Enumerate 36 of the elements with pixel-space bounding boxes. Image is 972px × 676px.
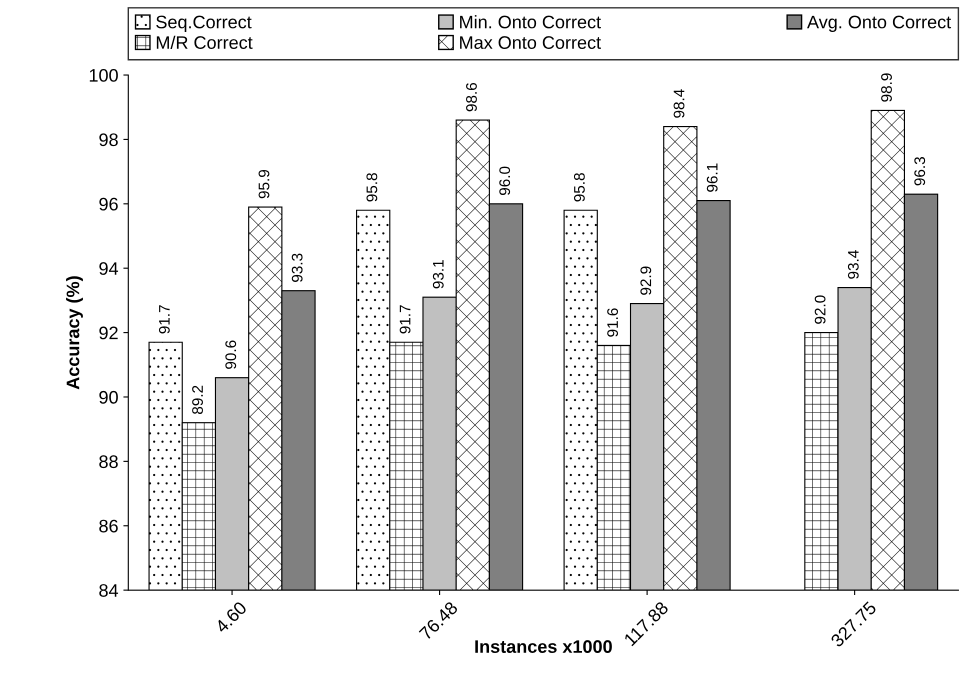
data-label: 91.6: [607, 308, 618, 337]
legend-label: Avg. Onto Correct: [807, 16, 952, 32]
data-label: 98.4: [674, 89, 684, 118]
legend-label: M/R Correct: [156, 36, 253, 49]
y-tick-label: 92: [99, 326, 118, 340]
y-tick-label: 88: [99, 455, 118, 468]
data-label: 96.0: [499, 166, 510, 196]
data-label: 89.2: [192, 386, 203, 414]
data-label: 93.1: [432, 260, 444, 288]
data-label: 98.9: [881, 73, 892, 102]
x-axis-title: Instances x1000: [475, 640, 612, 653]
y-tick-label: 90: [99, 390, 118, 404]
legend-label: Seq.Correct: [156, 16, 252, 32]
y-axis-title: Accuracy (%): [66, 276, 83, 390]
y-tick-label: 96: [99, 198, 118, 211]
data-label: 92.9: [640, 266, 652, 295]
data-label: 91.7: [158, 305, 170, 334]
data-label: 92.0: [814, 295, 826, 324]
y-tick-label: 94: [99, 262, 118, 275]
data-label: 91.7: [400, 305, 410, 334]
y-tick-label: 100: [90, 68, 118, 82]
legend-label: Min. Onto Correct: [460, 15, 601, 28]
y-tick-label: 86: [99, 520, 118, 532]
y-tick-label: 98: [99, 133, 118, 146]
data-label: 95.8: [366, 173, 378, 202]
data-label: 95.9: [258, 170, 270, 198]
data-label: 90.6: [225, 340, 236, 369]
data-label: 98.6: [466, 82, 477, 112]
data-label: 96.1: [706, 164, 718, 192]
data-label: 93.3: [292, 254, 303, 282]
y-tick-label: 84: [99, 584, 118, 597]
data-label: 96.3: [914, 157, 926, 186]
data-label: 95.8: [574, 173, 585, 202]
legend-label: Max Onto Correct: [460, 36, 601, 49]
x-tick-label: 4.60: [214, 600, 248, 634]
data-label: 93.4: [848, 250, 859, 279]
